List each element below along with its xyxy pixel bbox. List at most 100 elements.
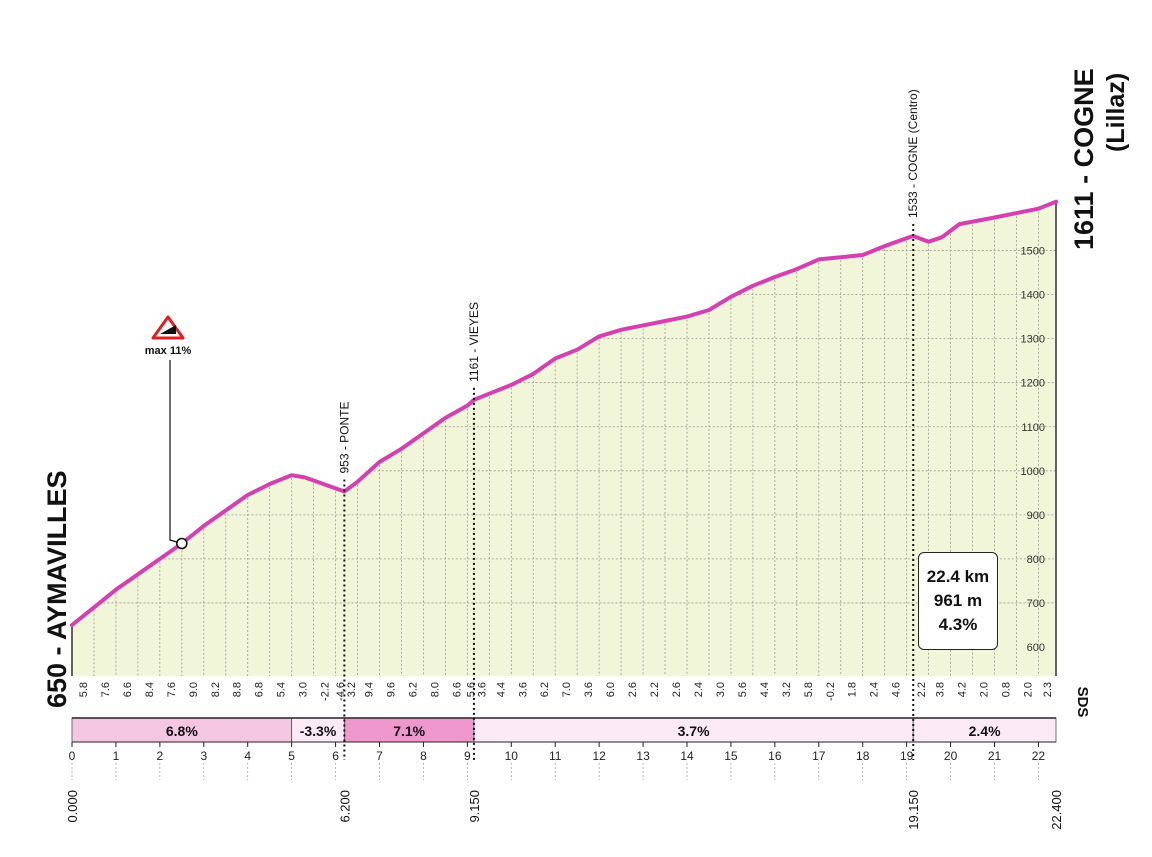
segment-gradient-label: 2.0 — [979, 682, 991, 697]
segment-gradient-label: 4.4 — [759, 682, 771, 697]
x-tick-label: 8 — [420, 749, 427, 763]
segment-gradient-label: 6.6 — [122, 682, 134, 697]
x-tick-label: 4 — [244, 749, 251, 763]
segment-gradient-label: 2.4 — [693, 682, 705, 697]
segment-gradient-label: 2.6 — [671, 682, 683, 697]
start-km-label: 0.000 — [65, 790, 80, 823]
gradient-band-label: 2.4% — [969, 723, 1001, 739]
x-tick-label: 12 — [592, 749, 606, 763]
segment-gradient-labels: 5.8 7.6 6.6 8.4 7.6 9.0 8.2 8.8 6.8 5.4 3.0 -2.2 -4.… — [78, 682, 1054, 701]
segment-gradient-label: 6.2 — [407, 682, 419, 697]
segment-gradient-label: 2.3 — [1042, 682, 1054, 697]
x-tick-label: 13 — [636, 749, 650, 763]
segment-gradient-label: 7.6 — [100, 682, 112, 697]
y-tick-label: 1000 — [1021, 466, 1045, 478]
segment-gradient-label: 3.6 — [583, 682, 595, 697]
gradient-band — [343, 717, 475, 743]
y-tick-label: 600 — [1027, 642, 1045, 654]
profile-area-layer — [72, 201, 1056, 676]
gradient-band — [71, 717, 293, 743]
segment-gradient-label: 2.6 — [627, 682, 639, 697]
summary-elevation-gain: 961 m — [933, 591, 983, 610]
start-label: 650 - AYMAVILLES — [42, 470, 72, 708]
end-km-label: 22.400 — [1049, 790, 1064, 830]
segment-gradient-label: -2.2 — [320, 682, 332, 701]
gradient-band-label: 3.7% — [678, 723, 710, 739]
x-tick-label: 17 — [812, 749, 826, 763]
y-tick-label: 900 — [1027, 510, 1045, 522]
segment-gradient-label: 7.0 — [561, 682, 573, 697]
x-tick-label: 15 — [724, 749, 738, 763]
segment-gradient-label: 3.2 — [781, 682, 793, 697]
x-tick-label: 1 — [113, 749, 120, 763]
y-tick-label: 1100 — [1021, 422, 1045, 434]
profile-line-layer — [70, 199, 1058, 627]
segment-gradient-label: 5.8 — [78, 682, 90, 697]
max-gradient-point — [176, 537, 188, 550]
segment-gradient-label: 6.2 — [539, 682, 551, 697]
segment-gradient-label: 3.6 — [517, 682, 529, 697]
x-axis: 0 1 2 3 4 5 6 7 8 9 10 11 12 13 14 15 16 17 18 19 20 21 220.00… — [65, 741, 1064, 830]
x-tick-label: 11 — [549, 749, 562, 763]
segment-gradient-label: 8.0 — [429, 682, 441, 697]
segment-gradient-label: 2.2 — [649, 682, 661, 697]
segment-gradient-label: 5.6 — [737, 682, 749, 697]
x-tick-label: 14 — [680, 749, 694, 763]
max-gradient-leader — [169, 360, 182, 545]
landmark-label: 953 - PONTE — [337, 401, 351, 473]
y-tick-labels: 600 700 800 900 1000 1100 1200 1300 1400 1500 — [1021, 246, 1045, 654]
x-tick-label: 19 — [900, 749, 914, 763]
landmark-label: 1161 - VIEYES — [467, 302, 481, 382]
segment-gradient-label: 6.8 — [254, 682, 266, 697]
x-tick-label: 18 — [856, 749, 870, 763]
segment-gradient-label: 8.2 — [210, 682, 222, 697]
segment-gradient-label: 5.8 — [803, 682, 815, 697]
segment-gradient-label: 6.0 — [605, 682, 617, 697]
landmark-markers: 953 - PONTE 6.200 1161 - VIEYES 9.150 1533 -… — [337, 89, 921, 829]
y-tick-label: 1400 — [1021, 290, 1045, 302]
segment-gradient-label: 9.0 — [188, 682, 200, 697]
segment-gradient-label: 5.4 — [276, 682, 288, 697]
grid-layer — [71, 201, 1057, 676]
x-tick-label: 9 — [464, 749, 471, 763]
x-tick-label: 7 — [376, 749, 383, 763]
segment-gradient-label: 0.8 — [1001, 682, 1013, 697]
x-tick-label: 5 — [288, 749, 295, 763]
x-tick-label: 2 — [157, 749, 164, 763]
segment-gradient-label: 3.0 — [715, 682, 727, 697]
segment-gradient-label: 4.2 — [957, 682, 969, 697]
segment-gradient-label: 9.6 — [386, 682, 398, 697]
x-tick-label: 10 — [505, 749, 519, 763]
segment-gradient-label: 2.4 — [869, 682, 881, 697]
y-tick-label: 1200 — [1021, 378, 1045, 390]
summary-distance: 22.4 km — [926, 567, 990, 586]
x-tick-label: 6 — [332, 749, 339, 763]
segment-gradient-label: 8.4 — [144, 682, 156, 697]
segment-gradient-label: 3.8 — [935, 682, 947, 697]
finish-sublabel: (Lillaz) — [1102, 73, 1130, 152]
segment-gradient-label: 3.0 — [298, 682, 310, 697]
x-tick-label: 20 — [944, 749, 958, 763]
y-tick-label: 1300 — [1021, 334, 1045, 346]
max-gradient-label: max 11% — [145, 345, 192, 357]
segment-gradient-label: 9.4 — [364, 682, 376, 697]
segment-gradient-label: 4.4 — [495, 682, 507, 697]
landmark-km-label: 6.200 — [337, 790, 352, 823]
section-gradient-bands: 6.8% -3.3% 7.1% 3.7% 2.4% — [71, 717, 1057, 743]
profile-area — [72, 201, 1056, 676]
segment-gradient-label: 6.6 — [451, 682, 463, 697]
steep-climb-warning-icon — [151, 315, 185, 340]
summary-avg-gradient: 4.3% — [938, 615, 978, 634]
segment-gradient-label: 2.0 — [1022, 682, 1034, 697]
landmark-km-label: 19.150 — [906, 790, 921, 830]
sds-logo: SDS — [1074, 687, 1091, 718]
segment-gradient-label: -0.2 — [825, 682, 837, 701]
segment-gradient-label: 8.8 — [232, 682, 244, 697]
segment-gradient-label: 7.6 — [166, 682, 178, 697]
x-tick-label: 0 — [69, 749, 76, 763]
landmark-label: 1533 - COGNE (Centro) — [906, 89, 920, 218]
stage-summary-box: 22.4 km 961 m 4.3% — [918, 552, 998, 650]
segment-gradient-label: 3.2 — [346, 682, 358, 697]
